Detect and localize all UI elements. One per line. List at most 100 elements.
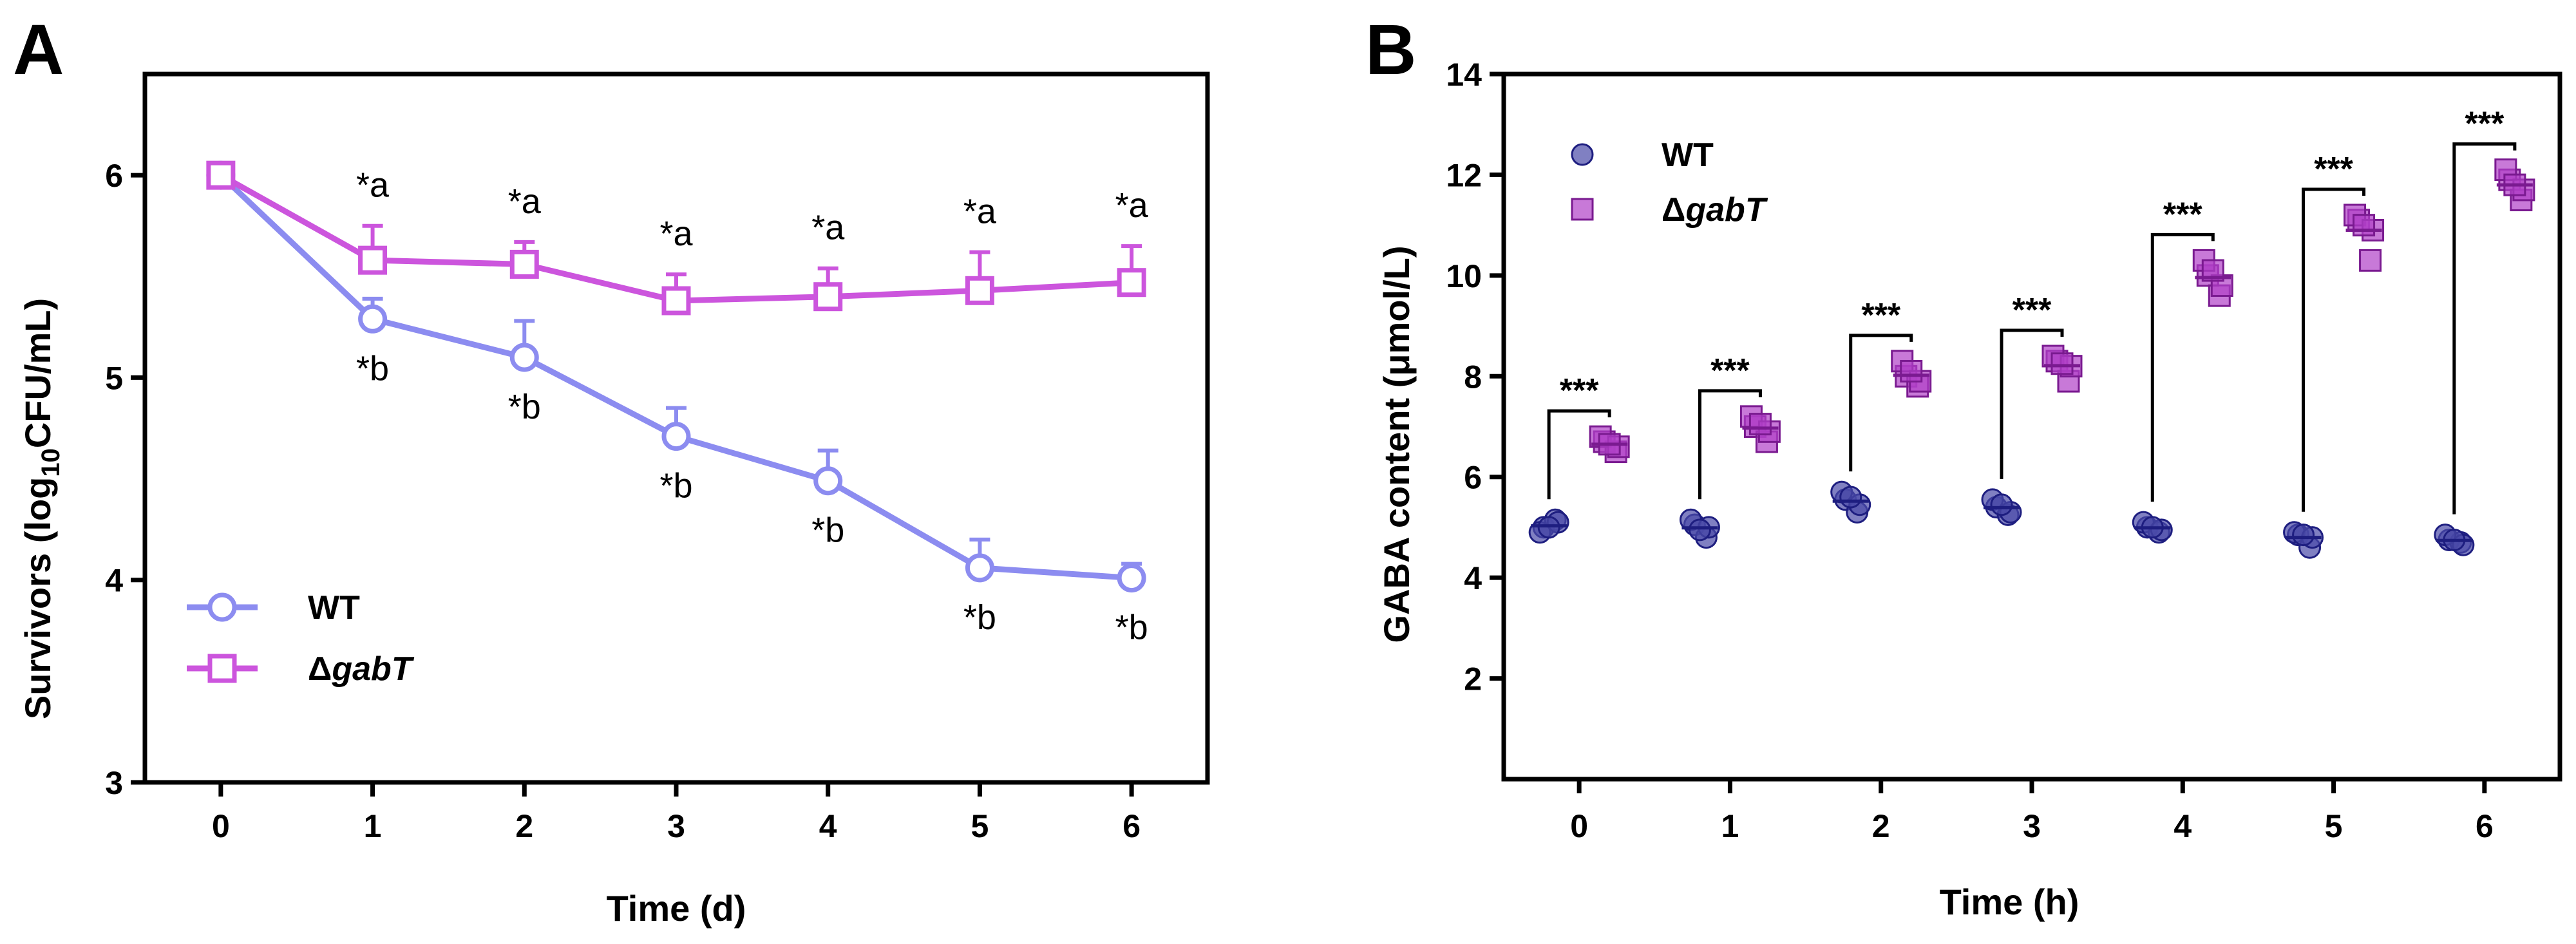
legend-label-main: WT [1662, 137, 1714, 174]
data-point [509, 249, 539, 279]
y-tick-label: 5 [105, 360, 123, 396]
significance-label: *** [1861, 297, 1900, 334]
series-wt [1528, 480, 2475, 559]
panel-b-axes [1501, 71, 2562, 782]
significance-bracket: *** [2452, 106, 2517, 514]
significance-label: *a [811, 209, 845, 247]
data-point [358, 245, 388, 275]
bracket-line [2150, 232, 2215, 502]
significance-bracket: *** [2302, 151, 2366, 512]
data-point [358, 304, 388, 334]
panel-b-legend: WT ΔgabT [1571, 137, 1768, 229]
legend-item-wt: WT [1571, 137, 1714, 174]
significance-label: *b [659, 467, 692, 505]
data-point [2359, 249, 2382, 272]
significance-label: *b [356, 349, 389, 388]
y-tick-label: 14 [1446, 57, 1482, 93]
legend-marker [1571, 198, 1594, 221]
x-tick-label: 6 [1122, 808, 1141, 844]
panel-a-y-title-end: CFU/mL) [17, 298, 58, 448]
data-point [661, 422, 691, 451]
significance-label: *** [2314, 151, 2353, 188]
data-point [1748, 413, 1772, 436]
panel-a-y-title-sub: 10 [37, 448, 65, 477]
data-point [1117, 268, 1146, 297]
significance-label: *** [2465, 106, 2504, 143]
significance-label: *b [963, 598, 996, 637]
legend-label: WT [308, 589, 360, 627]
panel-a-x-title: Time (d) [607, 888, 746, 929]
data-point [813, 282, 843, 312]
y-tick-label: 8 [1464, 359, 1482, 395]
x-tick-label: 5 [2325, 808, 2343, 844]
data-point [2292, 524, 2315, 547]
legend-label-italic: gabT [1685, 191, 1768, 229]
panel-b-y-title: GABA content (μmol/L) [1376, 245, 1417, 643]
x-tick-label: 5 [971, 808, 989, 844]
significance-label: *a [356, 166, 390, 205]
significance-label: *b [1115, 609, 1148, 647]
legend-item-delta-gabt: ΔgabT [1571, 191, 1768, 229]
data-point [965, 553, 994, 583]
legend-item-delta-gabt: ΔgabT [187, 650, 415, 688]
panel-a: A *b *b *b *b *b *b *a *a *a *a *a *a 3 4 5 6 0 1 2 3 4 5 6 W… [13, 10, 1210, 929]
legend-item-wt: WT [187, 589, 360, 627]
x-tick-label: 1 [1721, 808, 1739, 844]
legend-marker [207, 592, 237, 622]
significance-bracket: *** [1849, 297, 1913, 472]
x-tick-label: 0 [1570, 808, 1588, 844]
significance-bracket: *** [2000, 292, 2064, 479]
legend-label-main: Δ [1662, 191, 1685, 229]
y-tick-label: 4 [1464, 560, 1482, 596]
y-tick-label: 10 [1446, 258, 1482, 294]
bracket-line [2302, 187, 2366, 512]
significance-label: *** [1560, 372, 1599, 410]
data-point [1117, 563, 1146, 593]
x-tick-label: 3 [667, 808, 685, 844]
panel-b-frame [1501, 71, 2562, 782]
significance-label: *** [1710, 352, 1750, 390]
data-point [1990, 493, 2013, 516]
panel-b-letter: B [1365, 10, 1416, 90]
series-delta-gabt: *a *a *a *a *a *a [206, 160, 1149, 316]
series-wt: *b *b *b *b *b *b [206, 160, 1148, 647]
bracket-line [1849, 334, 1913, 472]
legend-label-italic: gabT [331, 650, 414, 688]
significance-label: *a [963, 193, 997, 231]
legend-label-main: Δ [308, 650, 332, 688]
data-point [1900, 359, 1923, 382]
y-tick-label: 2 [1464, 661, 1482, 697]
panel-a-y-title-main: Survivors (log [17, 477, 58, 720]
data-point [206, 160, 236, 190]
y-tick-label: 4 [105, 563, 123, 599]
bracket-line [1698, 389, 1762, 500]
legend-label-main: WT [308, 589, 360, 627]
y-tick-label: 3 [105, 765, 123, 801]
x-tick-label: 2 [1872, 808, 1890, 844]
legend-marker [207, 654, 237, 683]
y-tick-label: 6 [105, 158, 123, 194]
x-tick-label: 4 [2174, 808, 2192, 844]
data-point [813, 466, 843, 496]
significance-label: *** [2163, 196, 2202, 233]
data-point [661, 286, 691, 316]
x-tick-label: 4 [819, 808, 837, 844]
data-point [2050, 352, 2074, 375]
significance-bracket: *** [2150, 196, 2215, 502]
data-point [2353, 214, 2376, 237]
x-tick-label: 6 [2476, 808, 2494, 844]
legend-label: WT [1662, 137, 1714, 174]
significance-bracket: *** [1547, 372, 1611, 500]
panel-a-legend: WT ΔgabT [187, 589, 415, 688]
significance-label: *a [659, 214, 693, 253]
panel-a-letter: A [13, 10, 64, 90]
bracket-line [1547, 409, 1611, 500]
panel-a-y-title: Survivors (log10CFU/mL) [17, 298, 65, 719]
significance-bracket: *** [1698, 352, 1762, 500]
y-tick-label: 6 [1464, 460, 1482, 496]
legend-label: ΔgabT [308, 650, 415, 688]
series-delta-gabt [1589, 158, 2535, 464]
data-point [965, 276, 994, 305]
